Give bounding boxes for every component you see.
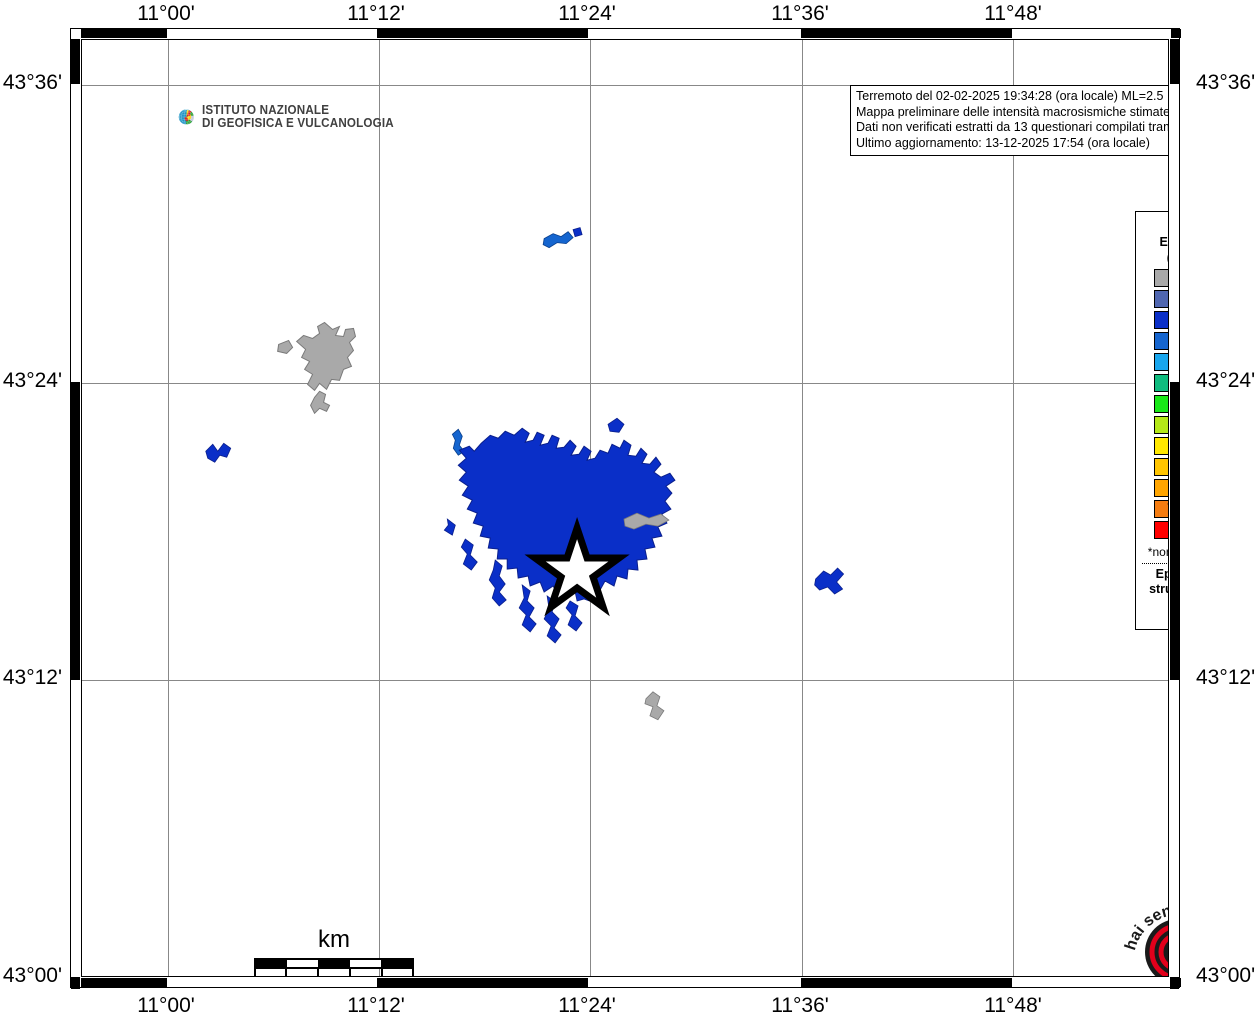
frame-checker-top (1171, 29, 1181, 38)
axis-top-label-3: 11°36' (771, 2, 829, 25)
axis-left-label-0: 43°36' (2, 71, 62, 94)
legend-swatch-viii[interactable]: VIII (1154, 521, 1168, 539)
legend-swatch-iii[interactable]: III (1154, 311, 1168, 329)
axis-left-label-2: 43°12' (2, 666, 62, 689)
ingv-line1: ISTITUTO NAZIONALE (201, 102, 329, 117)
axis-right-label-2: 43°12' (1196, 666, 1255, 689)
axis-right-label-1: 43°24' (1196, 369, 1255, 392)
frame-checker-bottom (377, 978, 588, 987)
legend-epicentre-line-0: Epicentro (1155, 567, 1168, 581)
frame-checker-right (1170, 977, 1179, 989)
gridline-longitude (168, 40, 169, 976)
legend-footnote: *non avvertito (1147, 545, 1168, 559)
gridline-latitude (82, 383, 1168, 384)
axis-top-label-1: 11°12' (347, 2, 405, 25)
frame-checker-right (1170, 382, 1179, 680)
municipality-blue-e[interactable] (814, 567, 845, 595)
scale-bar-ticks (254, 969, 414, 976)
epicentre-star-marker[interactable] (524, 517, 630, 617)
frame-checker-bottom (801, 978, 1012, 987)
axis-top-label-0: 11°00' (137, 2, 195, 25)
legend-swatch-list: n.a.*IIIIIIII-IVIVIV-VVV-VIVIVI-VIIVIIVI… (1136, 269, 1168, 539)
gridline-longitude (1013, 40, 1014, 976)
legend-swatch-n-a-[interactable]: n.a.* (1154, 269, 1168, 287)
frame-checker-top (377, 29, 588, 38)
legend-swatch-vi-vii[interactable]: VI-VII (1154, 458, 1168, 476)
legend-title-line-1: Europea (1159, 235, 1168, 249)
info-line-map: Mappa preliminare delle intensità macros… (856, 104, 1169, 119)
scale-bar-segment (256, 960, 288, 967)
municipality-gray-centre[interactable] (623, 512, 670, 530)
axis-top-label-2: 11°24' (558, 2, 616, 25)
info-line-data: Dati non verificati estratti da 13 quest… (856, 120, 1168, 134)
gridline-latitude (82, 85, 1168, 86)
gridline-longitude (379, 40, 380, 976)
municipality-blue-n[interactable] (542, 227, 583, 249)
legend-swatch-iv[interactable]: IV (1154, 353, 1168, 371)
legend-swatch-vii[interactable]: VII (1154, 479, 1168, 497)
frame-checker-left (71, 977, 80, 989)
legend-title-line-0: Scala (1136, 218, 1168, 234)
ingv-wordmark: ISTITUTO NAZIONALE DI GEOFISICA E VULCAN… (201, 102, 408, 131)
legend-epicentre-star (1136, 601, 1168, 623)
axis-right-label-3: 43°00' (1196, 964, 1255, 987)
info-line-event: Terremoto del 02-02-2025 19:34:28 (ora l… (856, 89, 1168, 103)
axis-left-label-3: 43°00' (2, 964, 62, 987)
frame-checker-left (71, 39, 80, 84)
legend-swatch-vi[interactable]: VI (1154, 437, 1168, 455)
map-frame: Terremoto del 02-02-2025 19:34:28 (ora l… (70, 28, 1181, 989)
municipality-gray-s[interactable] (644, 691, 665, 721)
frame-checker-top (801, 29, 1012, 38)
municipality-large-central[interactable] (443, 417, 676, 644)
info-line-updated: Ultimo aggiornamento: 13-12-2025 17:54 (… (856, 135, 1150, 150)
map-plot-area[interactable]: Terremoto del 02-02-2025 19:34:28 (ora l… (81, 39, 1169, 977)
legend-title-line-2: (EMS) (1136, 250, 1168, 266)
scale-bar: km 0 10 (251, 926, 424, 976)
scale-bar-segment (380, 960, 413, 967)
gridline-longitude (802, 40, 803, 976)
frame-checker-right (1170, 39, 1179, 84)
legend-swatch-iv-v[interactable]: IV-V (1154, 374, 1168, 392)
scale-bar-segment (287, 960, 319, 967)
scale-bar-segment (349, 960, 381, 967)
hsit-logo[interactable]: ? hai sentito il terremoto.it www. (1109, 875, 1168, 976)
municipality-blue-w[interactable] (205, 442, 232, 463)
legend-swatch-v-vi[interactable]: V-VI (1154, 416, 1168, 434)
municipality-gray-nw[interactable] (277, 321, 357, 415)
axis-right-label-0: 43°36' (1196, 71, 1255, 94)
gridline-latitude (82, 680, 1168, 681)
axis-bottom-label-0: 11°00' (137, 994, 195, 1017)
axis-bottom-label-3: 11°36' (771, 994, 829, 1017)
municipality-polygon-layer (205, 227, 845, 721)
scale-bar-labels: 0 10 (251, 974, 424, 976)
frame-checker-left (71, 382, 80, 680)
legend-divider (1142, 563, 1168, 564)
frame-checker-bottom (81, 978, 167, 987)
axis-bottom-label-1: 11°12' (347, 994, 405, 1017)
scale-bar-unit: km (318, 926, 350, 953)
legend-swatch-vii-viii[interactable]: VII-VIII (1154, 500, 1168, 518)
ingv-logo[interactable]: ISTITUTO NAZIONALE DI GEOFISICA E VULCAN… (178, 84, 408, 150)
legend-swatch-v[interactable]: V (1154, 395, 1168, 413)
legend-swatch-iii-iv[interactable]: III-IV (1154, 332, 1168, 350)
scale-bar-min-label: 0 (251, 974, 264, 976)
axis-bottom-label-4: 11°48' (984, 994, 1042, 1017)
axis-bottom-label-2: 11°24' (558, 994, 616, 1017)
axis-left-label-1: 43°24' (2, 369, 62, 392)
scale-bar-max-label: 10 (398, 974, 424, 976)
axis-top-label-4: 11°48' (984, 2, 1042, 25)
event-info-box: Terremoto del 02-02-2025 19:34:28 (ora l… (850, 85, 1169, 156)
scale-bar-graphic (254, 958, 414, 969)
target-icon: ? hai sentito il terremoto.it www. (1109, 875, 1168, 976)
legend-swatch-ii[interactable]: II (1154, 290, 1168, 308)
ems-legend: Scala Europea (EMS) n.a.*IIIIIIII-IVIVIV… (1135, 211, 1168, 630)
legend-swatch-label: VII-VIII (1167, 503, 1168, 515)
scale-bar-segment (318, 960, 350, 967)
globe-icon (178, 109, 194, 125)
legend-epicentre-line-1: strumentale (1149, 582, 1168, 596)
ingv-line2: DI GEOFISICA E VULCANOLOGIA (201, 116, 394, 130)
frame-checker-top (81, 29, 167, 38)
